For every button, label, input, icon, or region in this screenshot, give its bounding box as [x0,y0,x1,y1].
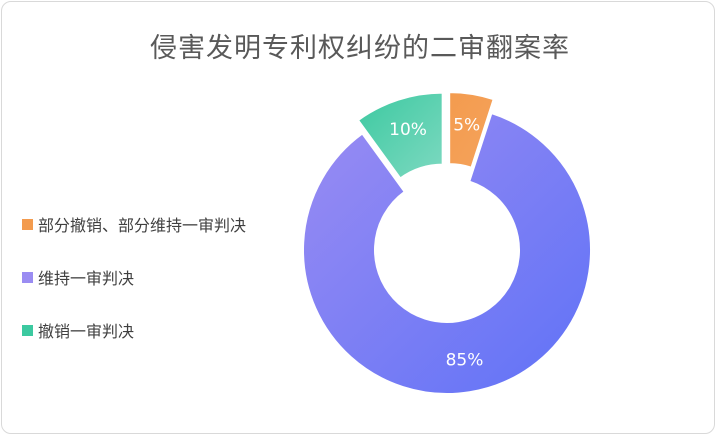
legend-swatch-revoked [22,324,33,336]
legend-label-partial: 部分撤销、部分维持一审判决 [38,216,247,235]
legend-label-upheld: 维持一审判决 [38,269,135,288]
donut-slices [302,91,592,395]
slice-partial[interactable] [448,91,495,169]
data-label-upheld: 85% [446,351,484,371]
legend-item-revoked: 撤销一审判决 [22,318,134,342]
legend-swatch-partial [22,218,33,230]
legend-item-upheld: 维持一审判决 [22,265,134,289]
slice-revoked[interactable] [356,91,444,180]
data-label-partial: 5% [453,116,480,136]
slice-upheld[interactable] [302,111,592,395]
legend-label-revoked: 撤销一审判决 [38,322,135,341]
chart-title: 侵害发明专利权纠纷的二审翻案率 [150,33,570,64]
data-label-revoked: 10% [389,120,427,140]
legend-swatch-upheld [22,271,33,283]
legend-item-partial: 部分撤销、部分维持一审判决 [22,212,246,236]
donut-labels: 5% 85% 10% [389,116,483,371]
